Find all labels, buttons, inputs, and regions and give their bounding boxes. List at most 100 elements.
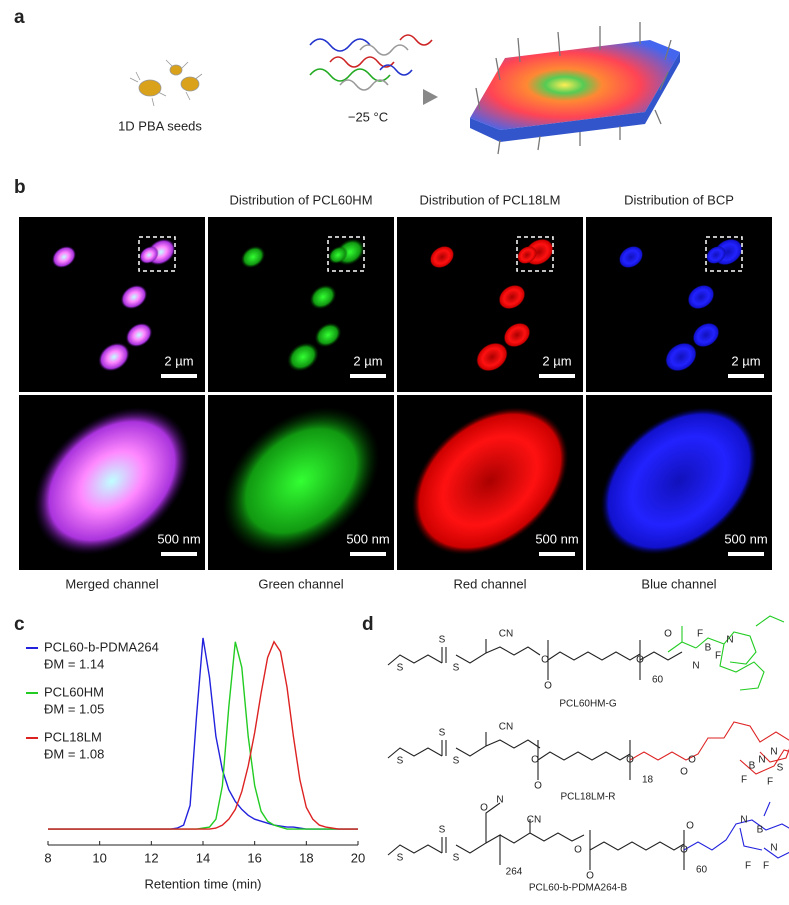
scale-bar-label: 2 µm — [353, 353, 382, 368]
column-title: Distribution of PCL60HM — [229, 192, 372, 207]
particle — [51, 245, 77, 269]
particle — [125, 322, 153, 348]
atom-label: O — [680, 845, 688, 856]
x-axis-title: Retention time (min) — [144, 876, 261, 891]
atom-label: O — [586, 871, 594, 882]
scale-bar — [350, 374, 386, 378]
atom-label: S — [439, 635, 446, 646]
particle — [328, 246, 348, 264]
scale-bar-label: 500 nm — [346, 531, 389, 546]
particle — [503, 322, 531, 348]
atom-label: O — [534, 781, 542, 792]
repeat-number: 60 — [652, 675, 664, 686]
scale-bar-label: 500 nm — [724, 531, 767, 546]
x-tick-label: 12 — [144, 850, 158, 865]
particle — [314, 322, 342, 348]
atom-label: F — [745, 861, 751, 872]
legend-label: PCL60HM — [44, 684, 104, 699]
particle-zoom — [411, 407, 569, 555]
atom-label: 264 — [506, 867, 523, 878]
atom-label: F — [763, 861, 769, 872]
structure-label: PCL18LM-R — [560, 792, 615, 803]
seed-label: 1D PBA seeds — [118, 118, 202, 133]
x-tick-label: 20 — [351, 850, 365, 865]
atom-label: O — [541, 655, 549, 666]
atom-label: O — [544, 681, 552, 692]
scale-bar-label: 2 µm — [164, 353, 193, 368]
atom-label: F — [697, 629, 703, 640]
particle — [476, 342, 508, 372]
scale-bar-label: 2 µm — [731, 353, 760, 368]
panel-label: a — [14, 7, 25, 28]
structure-label: PCL60HM-G — [559, 699, 616, 710]
atom-label: O — [636, 655, 644, 666]
atom-label: O — [480, 803, 488, 814]
atom-label: B — [757, 825, 764, 836]
atom-label: O — [664, 629, 672, 640]
atom-label: F — [715, 651, 721, 662]
atom-label: CN — [499, 722, 513, 733]
atom-label: F — [741, 775, 747, 786]
scale-bar-label: 500 nm — [157, 531, 200, 546]
atom-label: S — [453, 663, 460, 674]
atom-label: B — [749, 761, 756, 772]
atom-label: S — [453, 756, 460, 767]
micrographs: 2 µm 500 nm 2 µm 500 nm 2 µm 500 nm 2 µm 500 nm — [19, 217, 772, 570]
atom-label: N — [770, 843, 777, 854]
particle — [139, 246, 159, 264]
repeat-number: 60 — [696, 865, 708, 876]
particle — [98, 342, 130, 372]
column-title: Distribution of BCP — [624, 192, 734, 207]
atom-label: N — [770, 747, 777, 758]
atom-label: N — [726, 635, 733, 646]
x-tick-label: 18 — [299, 850, 313, 865]
legend-dispersity: ĐM = 1.14 — [44, 656, 104, 671]
atom-label: B — [705, 643, 712, 654]
seeds — [129, 59, 203, 107]
particle — [120, 284, 148, 310]
legend-label: PCL18LM — [44, 729, 102, 744]
particle — [429, 245, 455, 269]
repeat-number: 18 — [642, 775, 654, 786]
atom-label: O — [680, 767, 688, 778]
arrowhead — [423, 89, 438, 105]
atom-label: CN — [527, 815, 541, 826]
scale-bar — [539, 374, 575, 378]
zoom-box — [327, 236, 365, 272]
particle — [687, 284, 715, 310]
particle — [618, 245, 644, 269]
x-tick-label: 16 — [247, 850, 261, 865]
atom-label: N — [740, 815, 747, 826]
zoom-box — [705, 236, 743, 272]
particle — [692, 322, 720, 348]
structures — [387, 615, 789, 870]
x-tick-label: 14 — [196, 850, 210, 865]
particle-zoom — [600, 407, 758, 555]
panel-label: d — [362, 614, 374, 635]
scale-bar-label: 500 nm — [535, 531, 578, 546]
atom-label: O — [686, 821, 694, 832]
scale-bar-label: 2 µm — [542, 353, 571, 368]
scale-bar — [728, 552, 764, 556]
atom-label: S — [397, 756, 404, 767]
atom-label: S — [777, 763, 784, 774]
panel-label: c — [14, 614, 25, 635]
atom-label: N — [692, 661, 699, 672]
scale-bar — [161, 374, 197, 378]
particle-zoom — [33, 407, 191, 555]
zoom-box — [516, 236, 554, 272]
atom-label: O — [574, 845, 582, 856]
atom-label: O — [688, 755, 696, 766]
platelet — [470, 22, 680, 155]
channel-label: Red channel — [454, 576, 527, 591]
atom-label: O — [531, 755, 539, 766]
structure-label: PCL60-b-PDMA264-B — [529, 883, 628, 894]
x-tick-label: 10 — [92, 850, 106, 865]
particle — [498, 284, 526, 310]
atom-label: N — [496, 795, 503, 806]
particle — [287, 342, 319, 372]
atom-label: N — [758, 755, 765, 766]
scale-bar — [161, 552, 197, 556]
